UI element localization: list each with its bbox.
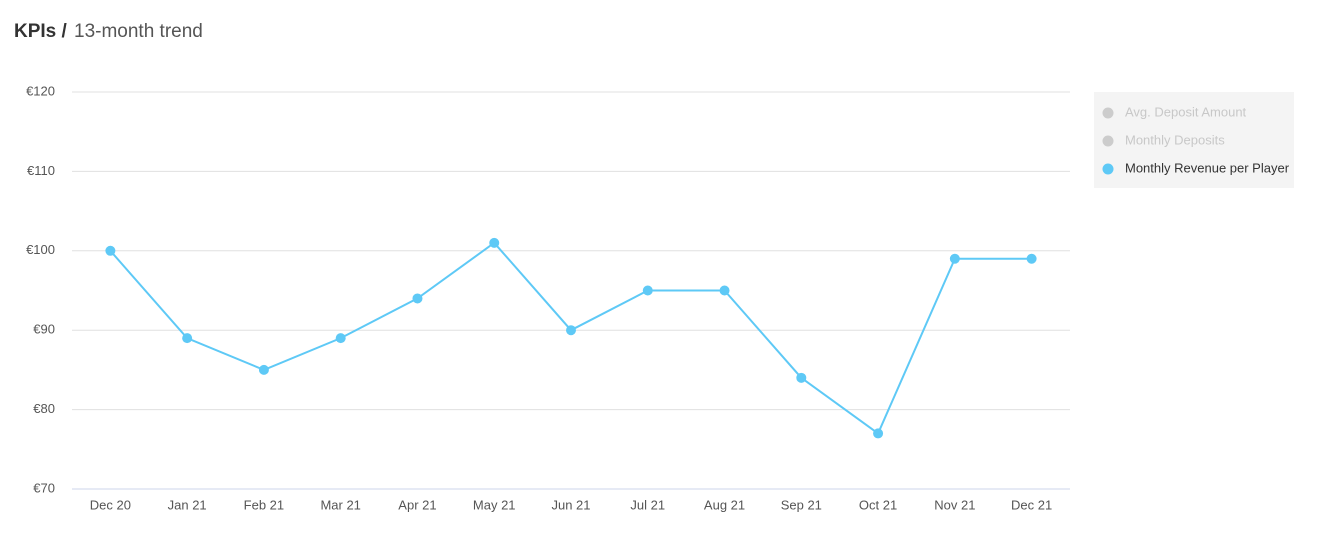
- data-point: [489, 237, 500, 248]
- data-point: [949, 253, 960, 264]
- legend-label[interactable]: Monthly Deposits: [1125, 132, 1225, 147]
- data-point: [1026, 253, 1037, 264]
- x-tick-label: Feb 21: [244, 497, 284, 512]
- data-point: [335, 333, 346, 344]
- data-point: [182, 333, 193, 344]
- series-line: [109, 241, 1032, 435]
- x-tick-label: Mar 21: [320, 497, 360, 512]
- x-tick-label: Nov 21: [934, 497, 975, 512]
- y-tick-label: €90: [33, 322, 55, 337]
- y-tick-label: €120: [26, 83, 55, 98]
- chart-title: KPIs /: [14, 21, 68, 42]
- x-tick-label: Jun 21: [551, 497, 590, 512]
- data-point: [642, 285, 653, 296]
- legend-marker[interactable]: [1102, 107, 1114, 119]
- y-tick-label: €70: [33, 480, 55, 495]
- x-tick-label: Jul 21: [630, 497, 665, 512]
- data-point: [412, 293, 423, 304]
- x-tick-label: Dec 20: [90, 497, 131, 512]
- data-point: [719, 285, 730, 296]
- x-tick-label: Oct 21: [859, 497, 897, 512]
- data-point: [873, 428, 884, 439]
- x-tick-label: Apr 21: [398, 497, 436, 512]
- legend-label[interactable]: Avg. Deposit Amount: [1125, 104, 1247, 119]
- legend-marker[interactable]: [1102, 135, 1114, 147]
- legend-label[interactable]: Monthly Revenue per Player: [1125, 160, 1290, 175]
- x-tick-label: Aug 21: [704, 497, 745, 512]
- legend-box: [1094, 92, 1294, 188]
- chart-subtitle: 13-month trend: [74, 21, 203, 42]
- x-tick-label: Jan 21: [168, 497, 207, 512]
- data-point: [566, 325, 576, 336]
- data-point: [258, 364, 269, 375]
- x-tick-label: May 21: [473, 497, 516, 512]
- data-point: [796, 372, 807, 383]
- data-point: [105, 245, 116, 256]
- x-tick-label: Sep 21: [781, 497, 822, 512]
- y-tick-label: €100: [26, 242, 55, 257]
- y-tick-label: €110: [27, 163, 55, 178]
- y-tick-label: €80: [33, 401, 55, 416]
- legend-marker[interactable]: [1102, 163, 1114, 175]
- x-tick-label: Dec 21: [1011, 497, 1052, 512]
